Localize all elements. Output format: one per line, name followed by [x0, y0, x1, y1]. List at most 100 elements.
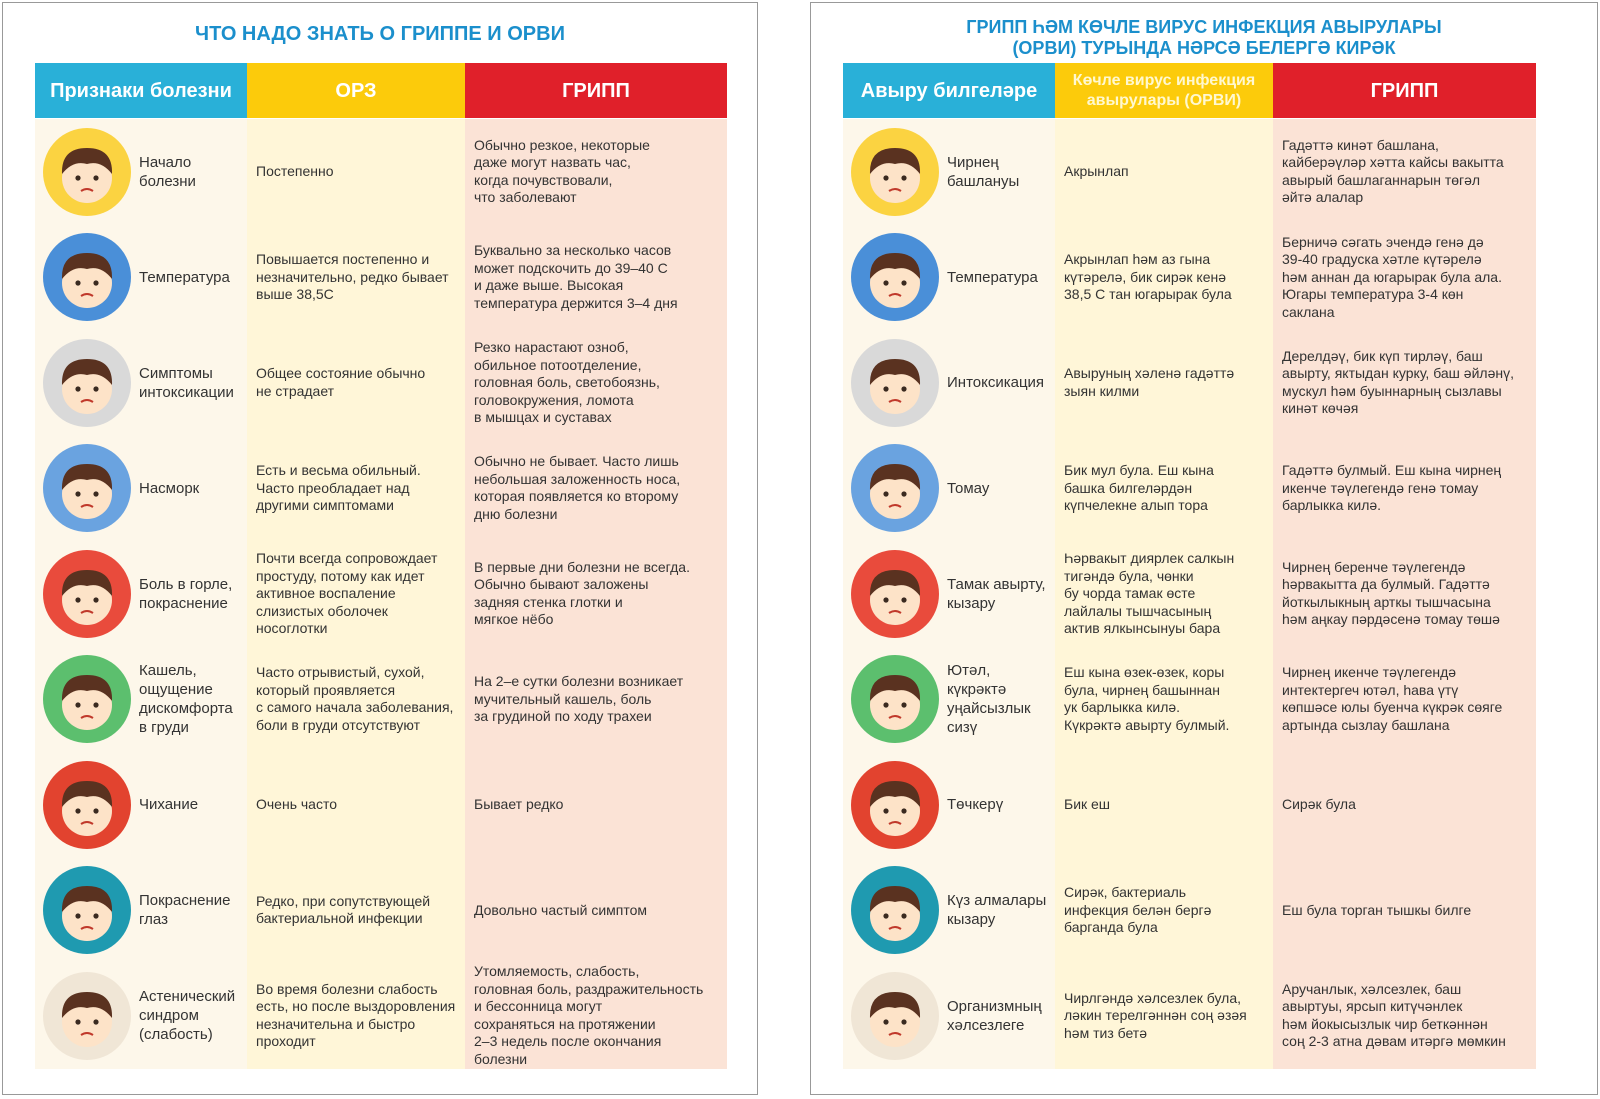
symptom-label: Күз алмалары кызару	[947, 892, 1047, 929]
icon-part	[93, 913, 99, 919]
face-icon	[851, 444, 939, 533]
icon-part	[80, 504, 94, 509]
icon-part	[883, 702, 889, 708]
icon-part	[870, 152, 920, 203]
title: ЧТО НАДО ЗНАТЬ О ГРИППЕ И ОРВИ	[195, 23, 565, 45]
row-text: Постепенно	[256, 163, 334, 179]
row-text: Общее состояние обычно не страдает	[256, 365, 426, 399]
icon-part	[869, 780, 921, 807]
icon-part	[62, 469, 112, 520]
icon-part	[62, 258, 112, 309]
icon-part	[869, 147, 921, 174]
icon-part	[61, 886, 113, 913]
icon-part	[869, 991, 921, 1018]
row-text: Авыруның хәленә гадәттә зыян килми	[1064, 365, 1235, 399]
face-icon	[43, 549, 131, 638]
icon-part	[888, 293, 902, 298]
row-text: Акрынлап һәм аз гына күтәрелә, бик сирәк…	[1064, 251, 1232, 302]
icon-part	[883, 280, 889, 286]
symptom-label: Интоксикация	[947, 374, 1045, 392]
symptom-label: Температура	[139, 268, 230, 286]
column-body	[1273, 119, 1536, 1069]
icon-part	[75, 491, 81, 497]
panel-tt: ГРИПП ҺӘМ КӨЧЛЕ ВИРУС ИНФЕКЦИЯ АВЫРУЛАРЫ…	[810, 2, 1598, 1095]
icon-part	[870, 996, 920, 1047]
face-icon	[851, 866, 939, 955]
symptom-label: Тамак авырту, кызару	[947, 575, 1046, 612]
icon-part	[870, 680, 920, 731]
row-text: Гадәттә кинәт башлана, кайберәүләр хәтта…	[1282, 136, 1504, 206]
icon-part	[888, 715, 902, 720]
row-text: Чирлгәндә хәлсезлек була, ләкин терелгән…	[1064, 989, 1247, 1041]
symptom-label: Чирнең башлануы	[947, 153, 1020, 190]
icon-part	[80, 293, 94, 298]
icon-part	[901, 175, 907, 181]
icon-part	[883, 808, 889, 814]
symptom-label: Астенический синдром (слабость)	[139, 988, 236, 1044]
icon-part	[62, 785, 112, 836]
icon-part	[80, 398, 94, 403]
icon-part	[93, 175, 99, 181]
row-text: Редко, при сопутствующей бактериальной и…	[256, 892, 431, 927]
row-text: Берничә сәгать эчендә генә дә 39-40 град…	[1282, 233, 1502, 320]
row-text: Очень часто	[256, 796, 338, 812]
symptom-label: Симптомы интоксикации	[139, 364, 234, 401]
icon-part	[901, 913, 907, 919]
face-icon	[851, 549, 939, 638]
icon-part	[93, 702, 99, 708]
row-text: Бывает редко	[474, 796, 564, 812]
row-text: Повышается постепенно и незначительно, р…	[256, 251, 449, 302]
column-header: Көчле вирус инфекция авырулары (ОРВИ)	[1055, 63, 1273, 118]
face-icon	[851, 760, 939, 849]
panel-ru: ЧТО НАДО ЗНАТЬ О ГРИППЕ И ОРВИ Признаки …	[2, 2, 758, 1095]
icon-part	[61, 253, 113, 280]
row-text: Еш була торган тышкы билге	[1282, 901, 1472, 918]
icon-part	[93, 597, 99, 603]
icon-part	[75, 175, 81, 181]
icon-part	[888, 398, 902, 403]
icon-part	[75, 386, 81, 392]
symptom-label: Төчкерү	[947, 796, 1004, 814]
icon-part	[75, 1019, 81, 1025]
column-header: ГРИПП	[465, 63, 727, 118]
column-body	[1055, 119, 1273, 1069]
symptom-label: Кашель, ощущение дискомфорта в груди	[139, 662, 233, 737]
row-text: Часто отрывистый, сухой, который проявля…	[256, 664, 454, 733]
row-text: Еш кына өзек-өзек, коры була, чирнең баш…	[1064, 664, 1230, 733]
icon-part	[869, 253, 921, 280]
face-icon	[43, 127, 131, 216]
icon-part	[62, 574, 112, 625]
icon-part	[883, 1019, 889, 1025]
symptom-label: Боль в горле, покраснение	[139, 575, 233, 612]
row-text: Акрынлап	[1064, 163, 1129, 179]
row-text: Сирәк була	[1282, 796, 1356, 812]
face-icon	[43, 655, 131, 744]
icon-part	[888, 187, 902, 192]
icon-part	[888, 504, 902, 509]
icon-part	[870, 574, 920, 625]
row-text: Буквально за несколько часов может подск…	[474, 242, 678, 311]
row-text: Обычно резкое, некоторые даже могут назв…	[474, 136, 650, 206]
icon-part	[869, 464, 921, 491]
icon-part	[870, 469, 920, 520]
icon-part	[61, 464, 113, 491]
face-icon	[851, 655, 939, 744]
face-icon	[43, 971, 131, 1060]
row-text: Чирнең беренче тәүлегендә һәрвакытта да …	[1282, 558, 1500, 628]
icon-part	[901, 702, 907, 708]
row-text: Есть и весьма обильный. Часто преобладае…	[256, 462, 421, 513]
icon-part	[61, 675, 113, 702]
icon-part	[61, 780, 113, 807]
face-icon	[851, 338, 939, 427]
icon-part	[61, 358, 113, 385]
column-body	[247, 119, 465, 1069]
row-text: Во время болезни слабость есть, но после…	[256, 980, 456, 1050]
icon-part	[93, 808, 99, 814]
icon-part	[869, 358, 921, 385]
icon-part	[80, 609, 94, 614]
icon-part	[80, 820, 94, 825]
symptom-label: Организмның хәлсезлеге	[947, 997, 1042, 1034]
icon-part	[888, 926, 902, 931]
icon-part	[901, 280, 907, 286]
